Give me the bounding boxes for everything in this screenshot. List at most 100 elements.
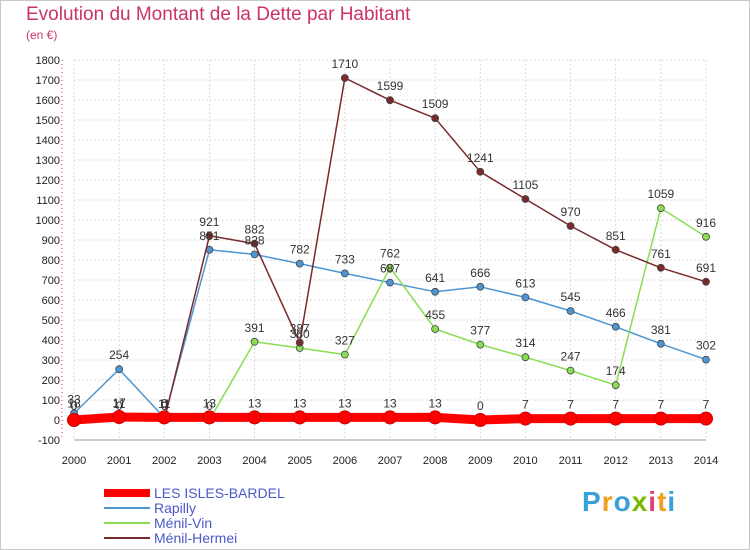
proxiti-logo: Proxiti — [582, 486, 676, 518]
data-label: 391 — [245, 321, 265, 335]
data-label: 7 — [612, 398, 619, 412]
data-label: 0 — [477, 399, 484, 413]
data-point — [428, 410, 443, 425]
data-point — [656, 339, 665, 348]
data-point — [653, 411, 668, 426]
data-label: 0 — [161, 399, 168, 413]
x-tick-label: 2000 — [62, 455, 86, 467]
data-point — [566, 307, 575, 315]
data-label: 687 — [380, 262, 400, 276]
data-label: 302 — [696, 339, 716, 353]
data-label: 691 — [696, 261, 716, 275]
data-label: 174 — [606, 364, 626, 378]
data-point — [112, 410, 127, 424]
logo-letter: t — [657, 486, 668, 517]
data-point — [518, 411, 533, 426]
data-label: 7 — [658, 398, 665, 412]
data-label: 11 — [113, 397, 126, 411]
data-point — [473, 413, 488, 427]
data-point — [386, 278, 394, 287]
data-label: 851 — [199, 229, 219, 243]
data-label: 381 — [651, 323, 671, 337]
logo-letter: i — [648, 486, 658, 517]
data-point — [611, 322, 620, 331]
logo-letter: i — [667, 486, 677, 517]
data-label: 1599 — [377, 79, 404, 93]
data-label: 851 — [606, 229, 626, 243]
x-tick-label: 2010 — [513, 455, 537, 467]
logo-letter: x — [631, 486, 649, 517]
data-label: 247 — [561, 350, 581, 364]
x-tick-label: 2014 — [694, 455, 718, 467]
data-label: 33 — [67, 392, 81, 406]
data-label: 882 — [245, 223, 265, 237]
data-point — [295, 259, 304, 268]
data-point — [566, 366, 575, 375]
x-tick-label: 2012 — [603, 455, 627, 467]
chart-title: Evolution du Montant de la Dette par Hab… — [26, 4, 411, 25]
data-label: 1241 — [467, 151, 494, 165]
data-point — [386, 263, 394, 272]
data-point — [476, 340, 485, 349]
data-point — [386, 96, 394, 105]
x-tick-label: 2013 — [649, 455, 673, 467]
data-label: 0 — [116, 399, 123, 413]
series-layer — [67, 74, 713, 427]
x-tick-label: 2005 — [287, 455, 311, 467]
data-point — [563, 411, 578, 426]
data-label: 13 — [248, 396, 262, 410]
legend-entry: LES ISLES-BARDEL — [154, 485, 285, 501]
data-label: 666 — [470, 266, 490, 280]
legend-entry: Ménil-Hermei — [154, 530, 237, 546]
y-tick-label: 1700 — [36, 75, 60, 87]
legend-entry: Ménil-Vin — [154, 515, 212, 531]
data-label: 7 — [567, 398, 574, 412]
y-tick-label: 500 — [42, 315, 60, 327]
y-tick-label: 300 — [42, 355, 60, 367]
x-tick-label: 2008 — [423, 455, 447, 467]
data-point — [383, 410, 397, 425]
x-tick-label: 2001 — [107, 455, 131, 467]
data-point — [702, 355, 710, 364]
y-tick-label: -100 — [38, 435, 60, 447]
y-tick-label: 1100 — [36, 195, 60, 207]
data-label: 1059 — [648, 187, 675, 201]
data-label: 916 — [696, 216, 716, 230]
x-tick-label: 2006 — [333, 455, 357, 467]
y-tick-label: 100 — [42, 395, 60, 407]
logo-letter: o — [613, 486, 632, 517]
data-point — [292, 410, 307, 425]
x-tick-label: 2004 — [242, 455, 266, 467]
y-tick-label: 1500 — [36, 115, 60, 127]
data-point — [431, 287, 440, 296]
x-tick-label: 2007 — [378, 455, 402, 467]
data-label: 254 — [109, 348, 129, 362]
data-point — [340, 350, 349, 359]
y-tick-label: 1300 — [36, 155, 60, 167]
data-point — [611, 381, 620, 390]
data-label: 1509 — [422, 97, 449, 111]
data-point — [340, 74, 349, 82]
data-label: 13 — [293, 396, 307, 410]
data-point — [566, 222, 575, 230]
y-tick-label: 600 — [42, 295, 60, 307]
data-point — [67, 413, 81, 427]
data-label: 13 — [383, 396, 397, 410]
data-point — [431, 114, 440, 123]
data-point — [656, 204, 665, 213]
data-label: 455 — [425, 308, 445, 322]
data-point — [521, 293, 530, 302]
data-label: 921 — [199, 215, 219, 229]
data-label: 828 — [245, 233, 265, 247]
data-point — [521, 353, 530, 362]
data-label: 17 — [112, 396, 126, 410]
data-label: 762 — [380, 247, 400, 261]
logo-letter: P — [582, 486, 602, 517]
data-label: 0 — [71, 399, 78, 413]
data-label: 613 — [515, 276, 535, 290]
data-label: 466 — [606, 306, 626, 320]
logo-letter: r — [601, 486, 614, 517]
data-label: 1710 — [332, 57, 359, 71]
data-label: 0 — [161, 399, 168, 413]
data-label: 13 — [428, 396, 442, 410]
